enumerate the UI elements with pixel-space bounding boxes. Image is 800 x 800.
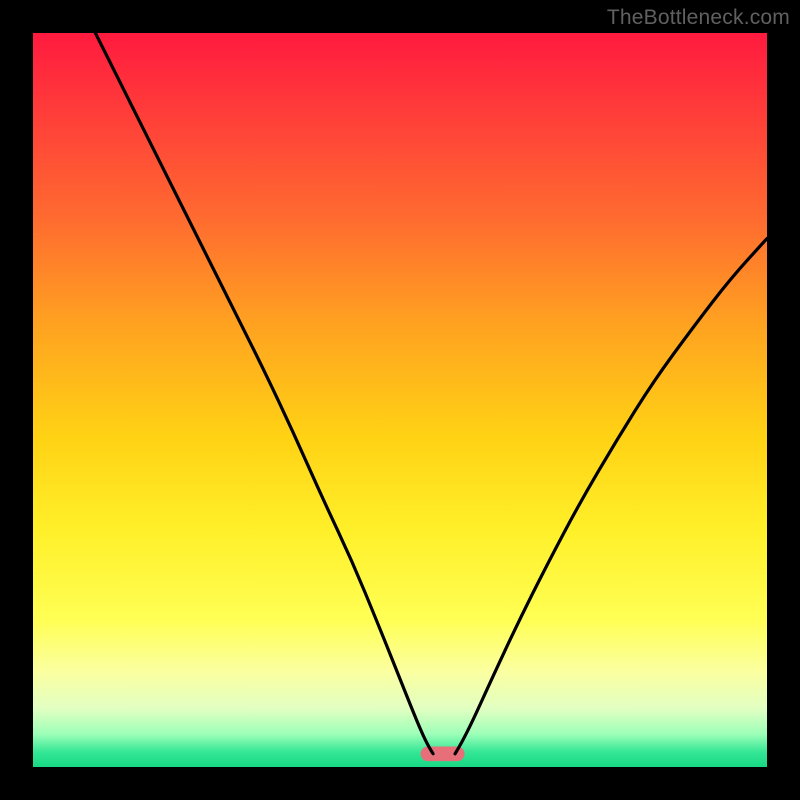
bottleneck-chart: TheBottleneck.com — [0, 0, 800, 800]
watermark-text: TheBottleneck.com — [607, 6, 790, 30]
heat-gradient — [33, 33, 767, 767]
chart-svg — [0, 0, 800, 800]
